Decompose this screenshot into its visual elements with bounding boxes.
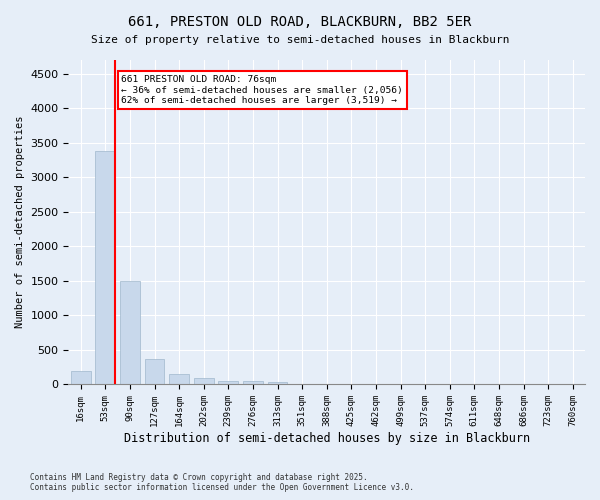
Bar [145, 359, 164, 384]
Bar [194, 378, 214, 384]
Bar [218, 380, 238, 384]
Bar [169, 374, 189, 384]
Text: 661, PRESTON OLD ROAD, BLACKBURN, BB2 5ER: 661, PRESTON OLD ROAD, BLACKBURN, BB2 5E… [128, 15, 472, 29]
Bar [268, 382, 287, 384]
Text: Size of property relative to semi-detached houses in Blackburn: Size of property relative to semi-detach… [91, 35, 509, 45]
Bar [71, 370, 91, 384]
Bar [243, 382, 263, 384]
Bar [95, 151, 115, 384]
X-axis label: Distribution of semi-detached houses by size in Blackburn: Distribution of semi-detached houses by … [124, 432, 530, 445]
Bar [120, 281, 140, 384]
Text: 661 PRESTON OLD ROAD: 76sqm
← 36% of semi-detached houses are smaller (2,056)
62: 661 PRESTON OLD ROAD: 76sqm ← 36% of sem… [121, 75, 403, 105]
Y-axis label: Number of semi-detached properties: Number of semi-detached properties [15, 116, 25, 328]
Text: Contains HM Land Registry data © Crown copyright and database right 2025.
Contai: Contains HM Land Registry data © Crown c… [30, 473, 414, 492]
